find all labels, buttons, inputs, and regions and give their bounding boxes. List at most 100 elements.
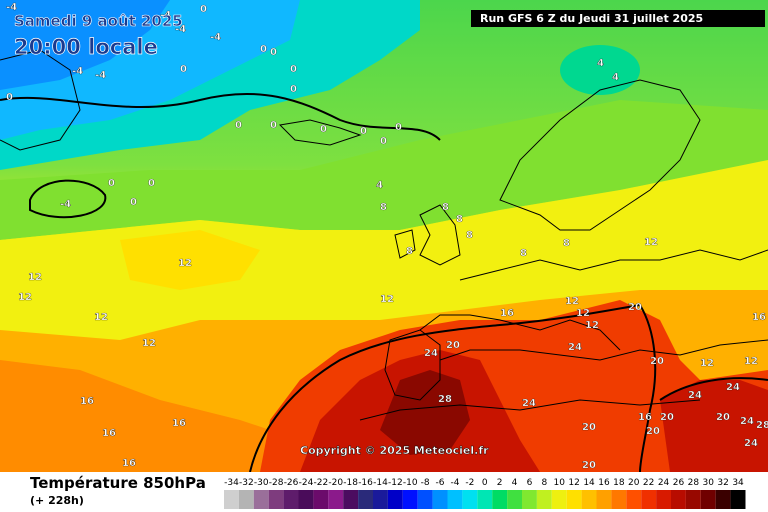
coast-africa [359,399,701,421]
isotherm-label: 20 [628,302,642,313]
isotherm-label: 4 [612,72,619,83]
isotherm-label: 12 [380,294,394,305]
legend-swatch [522,490,537,509]
legend-label: -30 [254,478,269,488]
isotherm-label: 0 [148,178,155,189]
isotherm-label: -4 [72,66,83,77]
legend-label: 2 [497,478,503,488]
isotherm-label: 12 [700,358,714,369]
isotherm-label: 0 [290,84,297,95]
isotherm-label: -4 [210,32,221,43]
legend-swatch [224,490,239,509]
isotherm-20-east [659,377,768,401]
run-info-box [471,10,765,27]
legend-label: -24 [299,478,314,488]
valid-time: 20:00 locale [14,35,158,59]
legend-swatch [581,490,597,509]
legend-label: 22 [643,478,654,488]
legend-swatch [715,490,731,509]
isotherm-label: 20 [716,412,730,423]
isotherm-label: 12 [142,338,156,349]
legend-swatch [596,490,612,509]
legend-label: 28 [688,478,700,488]
isotherm-label: 24 [744,438,758,449]
isotherm-label: 0 [290,64,297,75]
legend-swatch [283,490,299,509]
isotherm-label: 8 [563,238,570,249]
isotherm-label: 8 [456,214,463,225]
legend-swatch [656,490,671,509]
isotherm-label: 24 [522,398,536,409]
legend-swatch [253,490,269,509]
legend-label: 26 [673,478,685,488]
isotherm-greenland [29,179,107,219]
run-info: Run GFS 6 Z du Jeudi 31 juillet 2025 [480,12,703,25]
isotherm-label: 8 [380,202,387,213]
isotherm-label: -4 [6,2,17,13]
isotherm-label: 12 [585,320,599,331]
legend-swatch [328,490,344,509]
legend-label: 8 [541,478,547,488]
isotherm-label: 0 [130,197,137,208]
isotherm-label: 0 [6,92,13,103]
legend-swatch [313,490,329,509]
legend-label: -8 [421,478,430,488]
legend-swatch [730,490,746,509]
legend-label: -6 [436,478,445,488]
legend-label: -34 [224,478,239,488]
color-legend: -34 -32 -30 -28 -26 -24 -22 -20 -18 -16 -14 -12 -10-… [224,478,746,509]
isotherm-label: 0 [260,44,267,55]
legend-swatch [536,490,552,509]
isotherm-label: 4 [376,180,383,191]
legend-label: -14 [373,478,388,488]
valid-date: Samedi 9 août 2025 [14,12,183,30]
isotherm-label: 8 [442,202,449,213]
isotherm-label: 16 [122,458,136,469]
legend-swatch [402,490,418,509]
legend-label: 30 [703,478,715,488]
isotherm-label: -4 [175,24,186,35]
isotherm-label: 20 [646,426,660,437]
legend-label: 16 [598,478,610,488]
legend-label: -2 [465,478,474,488]
isotherm-label: 8 [406,246,413,257]
legend-swatch [477,490,493,509]
legend-label: -20 [328,478,343,488]
legend-swatch [685,490,701,509]
legend-label: -12 [388,478,403,488]
legend-swatch [387,490,403,509]
isotherm-label: 20 [446,340,460,351]
isotherm-label: 0 [235,120,242,131]
isotherm-label: 12 [178,258,192,269]
isotherm-label: 8 [520,248,527,259]
isotherm-20 [249,303,657,472]
coast-iceland [278,119,362,146]
legend-swatch [551,490,567,509]
isotherm-label: 12 [644,237,658,248]
legend-swatch [641,490,657,509]
legend-swatch [462,490,478,509]
isotherm-label: 0 [108,178,115,189]
isotherm-label: 16 [500,308,514,319]
isotherm-label: 20 [660,412,674,423]
legend-label: 32 [717,478,728,488]
coast-ireland [394,229,416,259]
legend-swatch [671,490,686,509]
legend-swatch [432,490,448,509]
zone-hot-maroon [380,370,470,455]
legend-label: 4 [512,478,518,488]
isotherm-label: 12 [744,356,758,367]
isotherm-label: 0 [395,122,402,133]
zone-green-belt [0,100,768,240]
isotherm-label: 16 [752,312,766,323]
legend-label: 34 [732,478,744,488]
legend-label: -22 [313,478,328,488]
legend-label: 12 [568,478,579,488]
zone-cold-scandinavia [560,45,640,95]
isotherm-label: 0 [360,126,367,137]
isotherm-label: 24 [740,416,754,427]
isotherm-label: -4 [160,10,171,21]
